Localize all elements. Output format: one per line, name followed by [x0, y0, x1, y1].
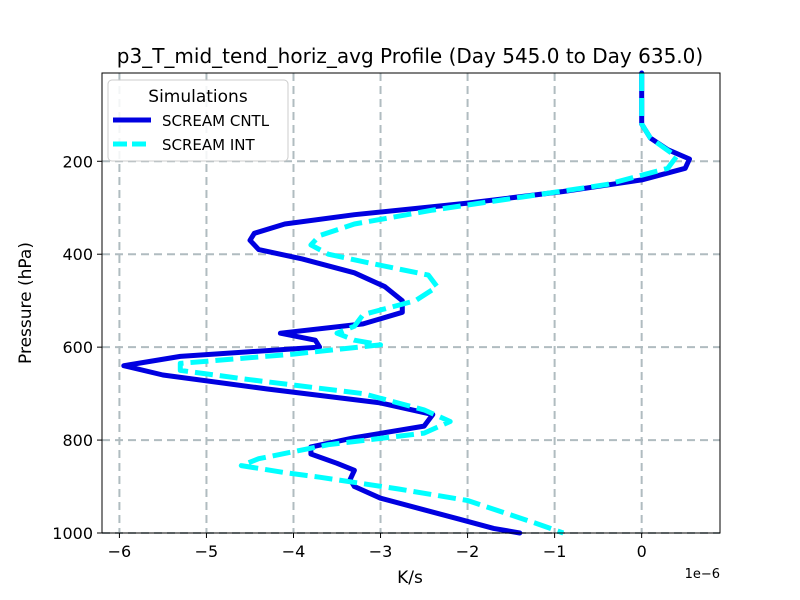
y-tick-label: 400: [62, 245, 93, 264]
chart-title: p3_T_mid_tend_horiz_avg Profile (Day 545…: [117, 44, 703, 68]
legend: Simulations SCREAM CNTL SCREAM INT: [108, 80, 288, 161]
x-tick-label: −4: [282, 542, 306, 561]
x-offset-label: 1e−6: [685, 567, 720, 582]
legend-title: Simulations: [148, 87, 248, 107]
legend-label-scream-cntl: SCREAM CNTL: [162, 112, 270, 130]
y-tick-label: 800: [62, 431, 93, 450]
x-tick-label: 0: [637, 542, 647, 561]
y-tick-label: 200: [62, 152, 93, 171]
x-axis-label: K/s: [397, 568, 423, 588]
x-tick-label: −1: [543, 542, 567, 561]
x-tick-label: −5: [195, 542, 219, 561]
y-axis-label: Pressure (hPa): [16, 242, 36, 364]
y-tick-label: 600: [62, 338, 93, 357]
x-tick-label: −3: [369, 542, 393, 561]
x-tick-label: −6: [108, 542, 132, 561]
x-tick-label: −2: [456, 542, 480, 561]
y-tick-label: 1000: [52, 524, 93, 543]
legend-label-scream-int: SCREAM INT: [162, 136, 256, 154]
